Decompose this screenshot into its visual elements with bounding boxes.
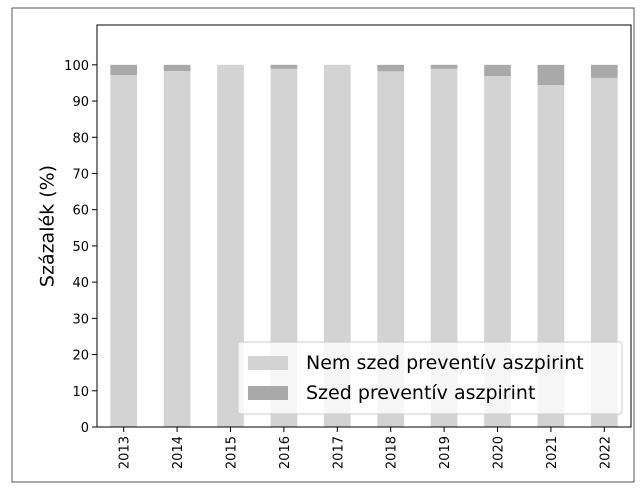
y-tick-label: 40	[72, 276, 89, 291]
x-tick-label: 2021	[545, 436, 560, 469]
bar-segment	[270, 64, 298, 69]
bar-segment	[163, 64, 191, 71]
legend-label: Nem szed preventív aszpirint	[306, 352, 584, 374]
bar-segment	[163, 70, 191, 427]
x-tick-label: 2015	[225, 436, 240, 469]
bar-segment	[484, 64, 511, 77]
bar-segment	[110, 64, 138, 75]
legend-box	[237, 341, 623, 415]
legend-label: Szed preventív aszpirint	[306, 382, 535, 404]
bar-segment	[537, 64, 565, 86]
bar-segment	[377, 64, 405, 72]
x-tick-label: 2020	[492, 436, 507, 469]
legend-swatch	[248, 356, 288, 370]
y-axis-label: Százalék (%)	[37, 165, 59, 287]
plot-frame	[96, 24, 632, 428]
y-tick-label: 20	[72, 349, 89, 364]
x-tick-label: 2022	[598, 436, 613, 469]
x-tick-label: 2017	[331, 436, 346, 469]
y-tick-label: 70	[72, 167, 89, 182]
x-tick-label: 2016	[278, 436, 293, 469]
y-tick-label: 60	[72, 204, 89, 219]
bar-segment	[430, 64, 458, 69]
x-tick-label: 2013	[118, 436, 133, 469]
bar-segment	[590, 64, 618, 78]
y-tick-label: 10	[72, 385, 89, 400]
bar-segment	[110, 74, 138, 427]
y-tick-label: 100	[64, 59, 89, 74]
y-tick-label: 80	[72, 131, 89, 146]
y-tick-label: 50	[72, 240, 89, 255]
y-tick-label: 30	[72, 312, 89, 327]
legend-swatch	[248, 386, 288, 400]
y-tick-label: 90	[72, 95, 89, 110]
y-tick-label: 0	[81, 421, 89, 436]
x-tick-label: 2019	[438, 436, 453, 469]
x-tick-label: 2018	[385, 436, 400, 469]
x-tick-label: 2014	[171, 436, 186, 469]
